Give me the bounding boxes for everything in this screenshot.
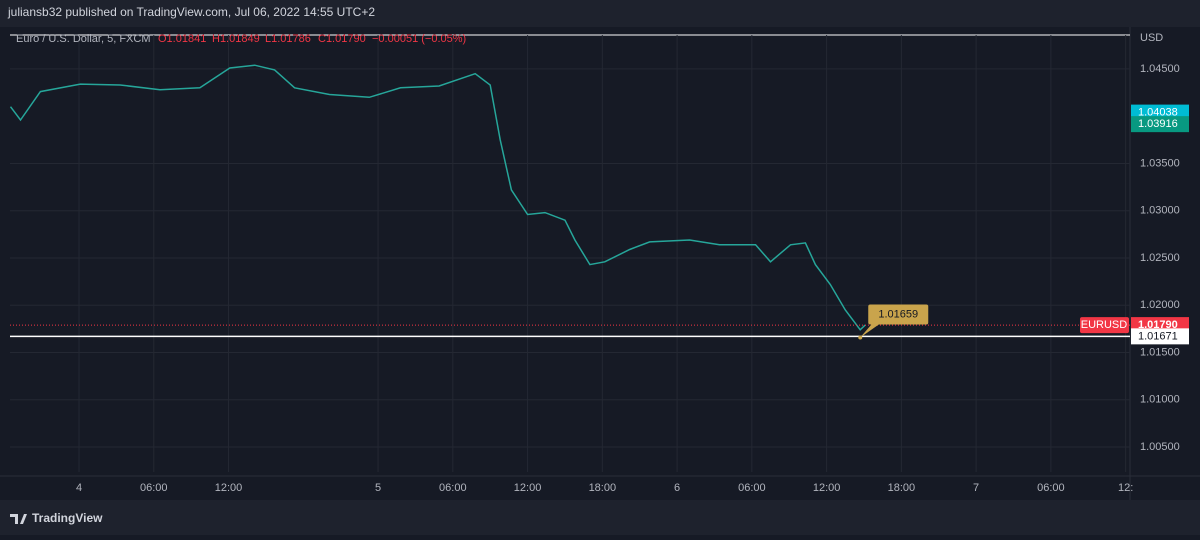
x-tick-label: 06:00 (439, 482, 467, 494)
x-tick-label: 5 (375, 482, 381, 494)
x-tick-label: 6 (674, 482, 680, 494)
x-tick-label: 06:00 (140, 482, 168, 494)
y-tick-label: 1.03500 (1140, 157, 1180, 169)
price-label: 1.03916 (1138, 118, 1178, 130)
y-tick-label: 1.02500 (1140, 252, 1180, 264)
x-tick-label: 12:00 (215, 482, 243, 494)
legend-close: C1.01790 (318, 33, 366, 45)
y-tick-label: 1.00500 (1140, 441, 1180, 453)
y-tick-label: 1.01000 (1140, 394, 1180, 406)
legend-open: O1.01841 (158, 33, 206, 45)
legend-symbol: Euro / U.S. Dollar, 5, FXCM (16, 33, 150, 45)
last-price-label: 1.01790 (1138, 319, 1178, 331)
y-tick-label: 1.03000 (1140, 205, 1180, 217)
x-tick-label: 12: (1118, 482, 1133, 494)
x-tick-label: 12:00 (514, 482, 542, 494)
callout-box (868, 304, 929, 325)
horizontal-line-label: 1.01671 (1138, 330, 1178, 342)
header-bar (0, 0, 1200, 27)
price-line (9, 64, 866, 331)
footer-bar (0, 500, 1200, 535)
x-tick-label: 12:00 (813, 482, 841, 494)
header-text: juliansb32 published on TradingView.com,… (7, 5, 375, 19)
callout-pointer (860, 323, 881, 338)
y-tick-label: 1.04500 (1140, 63, 1180, 75)
x-tick-label: 7 (973, 482, 979, 494)
brand: TradingView (32, 511, 103, 525)
price-label: 1.04038 (1138, 107, 1178, 119)
callout-label: 1.01659 (878, 308, 918, 320)
currency: USD (1140, 32, 1163, 44)
price-label-box (1131, 116, 1189, 133)
legend-high: H1.01849 (212, 33, 260, 45)
legend: Euro / U.S. Dollar, 5, FXCM O1.01841 H1.… (16, 33, 466, 45)
x-tick-label: 06:00 (1037, 482, 1065, 494)
x-tick-label: 4 (76, 482, 82, 494)
x-tick-label: 18:00 (888, 482, 916, 494)
y-tick-label: 1.01500 (1140, 346, 1180, 358)
y-tick-label: 1.02000 (1140, 299, 1180, 311)
callout-point (858, 335, 863, 340)
x-tick-label: 18:00 (589, 482, 617, 494)
series-name: EURUSD (1081, 319, 1128, 331)
legend-low: L1.01786 (265, 33, 311, 45)
horizontal-line-box (1131, 328, 1189, 345)
x-tick-label: 06:00 (738, 482, 766, 494)
logo (10, 514, 27, 524)
series-name-box (1080, 317, 1129, 334)
legend-change: −0.00051 (−0.05%) (372, 33, 466, 45)
